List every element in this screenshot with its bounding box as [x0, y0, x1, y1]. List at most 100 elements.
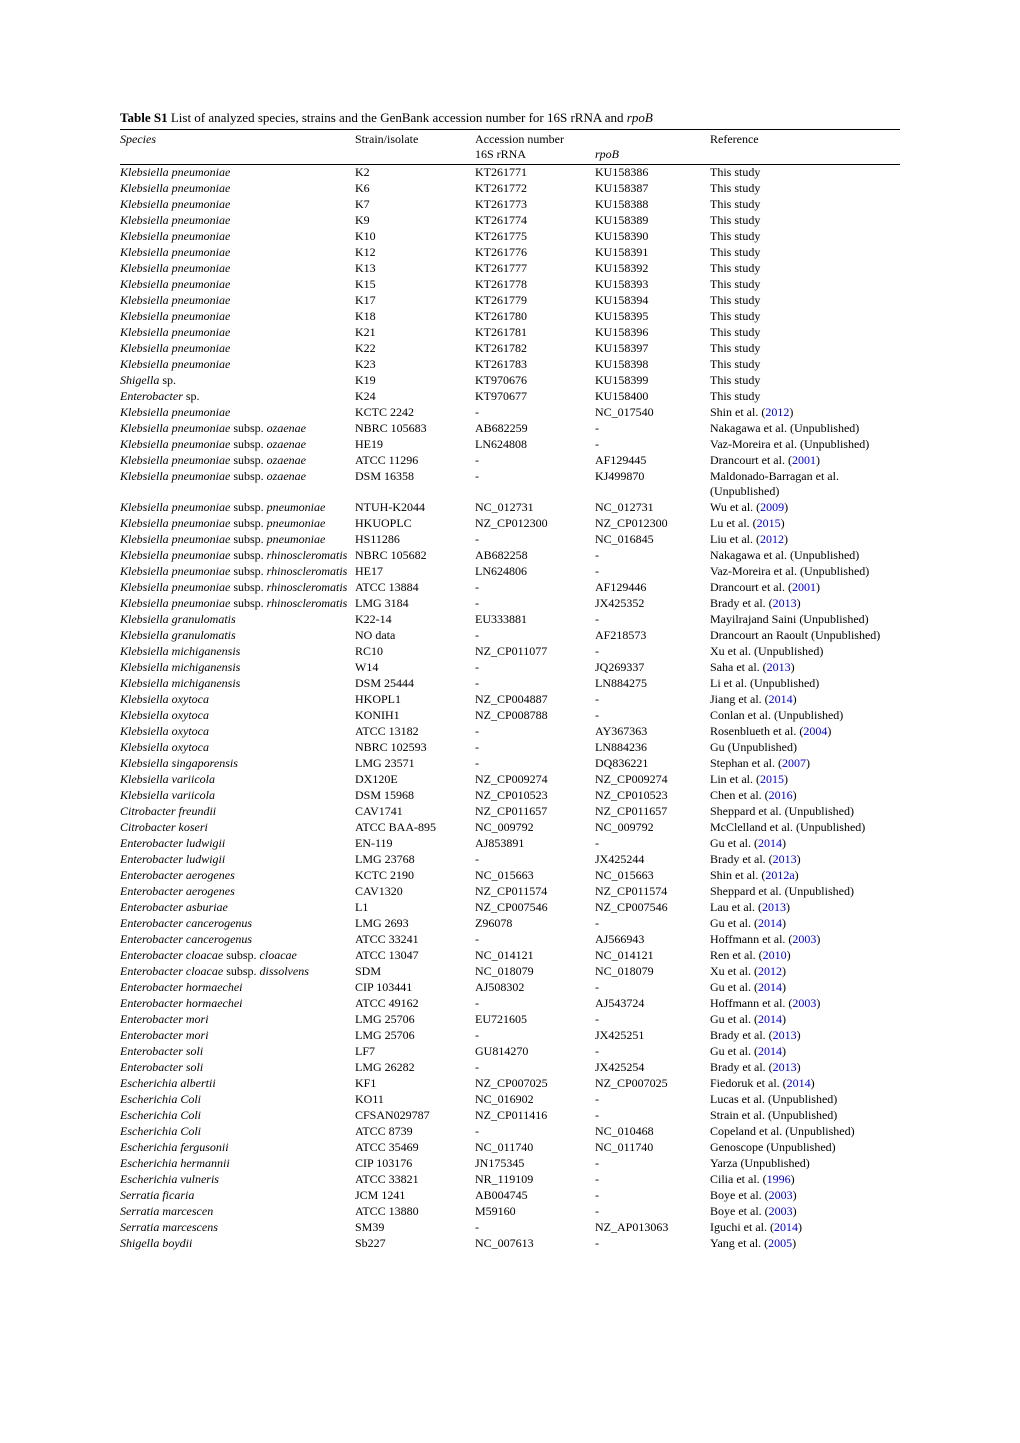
ref-year-link[interactable]: 2012 [760, 532, 784, 546]
ref-text-before: Xu et al. ( [710, 964, 758, 978]
cell-strain: ATCC 33241 [355, 932, 475, 948]
ref-year-link[interactable]: 2013 [773, 852, 797, 866]
cell-strain: NBRC 102593 [355, 740, 475, 756]
ref-year-link[interactable]: 2016 [769, 788, 793, 802]
ref-year-link[interactable]: 2014 [758, 980, 782, 994]
cell-rpob: - [595, 437, 710, 453]
table-row: Klebsiella pneumoniae subsp. rhinosclero… [120, 564, 900, 580]
ref-year-link[interactable]: 2013 [773, 596, 797, 610]
table-row: Klebsiella variicolaDX120ENZ_CP009274NZ_… [120, 772, 900, 788]
cell-strain: K9 [355, 213, 475, 229]
cell-reference: Mayilrajand Saini (Unpublished) [710, 612, 900, 628]
cell-reference: Shin et al. (2012a) [710, 868, 900, 884]
cell-reference: Nakagawa et al. (Unpublished) [710, 548, 900, 564]
table-row: Enterobacter soliLF7GU814270-Gu et al. (… [120, 1044, 900, 1060]
cell-reference: Cilia et al. (1996) [710, 1172, 900, 1188]
ref-year-link[interactable]: 2013 [762, 900, 786, 914]
ref-year-link[interactable]: 2003 [792, 996, 816, 1010]
cell-16s: AJ508302 [475, 980, 595, 996]
cell-species: Enterobacter soli [120, 1044, 355, 1060]
ref-year-link[interactable]: 2012 [765, 405, 789, 419]
cell-rpob: KU158395 [595, 309, 710, 325]
ref-text-after: ) [816, 932, 820, 946]
ref-year-link[interactable]: 2004 [803, 724, 827, 738]
cell-strain: K13 [355, 261, 475, 277]
ref-text-after: ) [816, 580, 820, 594]
ref-year-link[interactable]: 2012a [765, 868, 794, 882]
cell-16s: NC_011740 [475, 1140, 595, 1156]
cell-16s: KT970676 [475, 373, 595, 389]
cell-reference: Vaz-Moreira et al. (Unpublished) [710, 437, 900, 453]
cell-rpob: KU158398 [595, 357, 710, 373]
cell-reference: This study [710, 389, 900, 405]
cell-16s: GU814270 [475, 1044, 595, 1060]
cell-rpob: - [595, 1236, 710, 1252]
ref-year-link[interactable]: 2013 [767, 660, 791, 674]
cell-species: Klebsiella pneumoniae [120, 341, 355, 357]
ref-year-link[interactable]: 2009 [760, 500, 784, 514]
cell-reference: This study [710, 181, 900, 197]
ref-year-link[interactable]: 2014 [774, 1220, 798, 1234]
cell-reference: Lucas et al. (Unpublished) [710, 1092, 900, 1108]
table-row: Klebsiella pneumoniaeK22KT261782KU158397… [120, 341, 900, 357]
table-row: Escherichia ColiATCC 8739-NC_010468Copel… [120, 1124, 900, 1140]
cell-rpob: NZ_CP011657 [595, 804, 710, 820]
ref-year-link[interactable]: 2013 [773, 1028, 797, 1042]
ref-year-link[interactable]: 2014 [758, 1012, 782, 1026]
cell-rpob: LN884236 [595, 740, 710, 756]
ref-year-link[interactable]: 2010 [763, 948, 787, 962]
table-row: Klebsiella oxytocaKONIH1NZ_CP008788-Conl… [120, 708, 900, 724]
cell-16s: NC_009792 [475, 820, 595, 836]
ref-year-link[interactable]: 2007 [782, 756, 806, 770]
ref-text-before: Brady et al. ( [710, 1060, 773, 1074]
ref-year-link[interactable]: 1996 [767, 1172, 791, 1186]
ref-year-link[interactable]: 2014 [758, 1044, 782, 1058]
cell-species: Escherichia Coli [120, 1108, 355, 1124]
cell-reference: Rosenblueth et al. (2004) [710, 724, 900, 740]
ref-year-link[interactable]: 2014 [787, 1076, 811, 1090]
ref-year-link[interactable]: 2001 [792, 453, 816, 467]
cell-16s: KT261780 [475, 309, 595, 325]
cell-reference: Lu et al. (2015) [710, 516, 900, 532]
ref-year-link[interactable]: 2012 [758, 964, 782, 978]
ref-year-link[interactable]: 2003 [769, 1204, 793, 1218]
ref-year-link[interactable]: 2005 [768, 1236, 792, 1250]
cell-reference: This study [710, 341, 900, 357]
ref-text-after: ) [816, 453, 820, 467]
cell-species: Klebsiella pneumoniae subsp. pneumoniae [120, 500, 355, 516]
ref-text-after: ) [793, 692, 797, 706]
table-row: Enterobacter cancerogenusATCC 33241-AJ56… [120, 932, 900, 948]
cell-species: Klebsiella pneumoniae [120, 245, 355, 261]
cell-16s: NC_016902 [475, 1092, 595, 1108]
ref-text-after: ) [793, 1204, 797, 1218]
cell-rpob: DQ836221 [595, 756, 710, 772]
ref-year-link[interactable]: 2014 [758, 836, 782, 850]
cell-rpob: NZ_CP007546 [595, 900, 710, 916]
ref-year-link[interactable]: 2003 [792, 932, 816, 946]
ref-text-before: Lin et al. ( [710, 772, 760, 786]
table-row: Klebsiella pneumoniae subsp. pneumoniaeH… [120, 516, 900, 532]
ref-text-after: ) [793, 788, 797, 802]
cell-16s: NZ_CP007025 [475, 1076, 595, 1092]
ref-year-link[interactable]: 2001 [792, 580, 816, 594]
ref-year-link[interactable]: 2013 [773, 1060, 797, 1074]
cell-16s: JN175345 [475, 1156, 595, 1172]
cell-reference: Yarza (Unpublished) [710, 1156, 900, 1172]
ref-year-link[interactable]: 2014 [758, 916, 782, 930]
cell-rpob: NC_017540 [595, 405, 710, 421]
ref-text-before: Gu et al. ( [710, 1012, 758, 1026]
cell-species: Klebsiella pneumoniae [120, 325, 355, 341]
cell-reference: Yang et al. (2005) [710, 1236, 900, 1252]
ref-year-link[interactable]: 2003 [769, 1188, 793, 1202]
cell-strain: HE19 [355, 437, 475, 453]
cell-strain: ATCC 35469 [355, 1140, 475, 1156]
ref-year-link[interactable]: 2014 [769, 692, 793, 706]
cell-16s: KT261775 [475, 229, 595, 245]
cell-16s: EU721605 [475, 1012, 595, 1028]
ref-year-link[interactable]: 2015 [760, 772, 784, 786]
ref-year-link[interactable]: 2015 [757, 516, 781, 530]
cell-species: Klebsiella granulomatis [120, 628, 355, 644]
ref-text-after: ) [782, 916, 786, 930]
table-row: Escherichia vulnerisATCC 33821NR_119109-… [120, 1172, 900, 1188]
cell-strain: LMG 23768 [355, 852, 475, 868]
